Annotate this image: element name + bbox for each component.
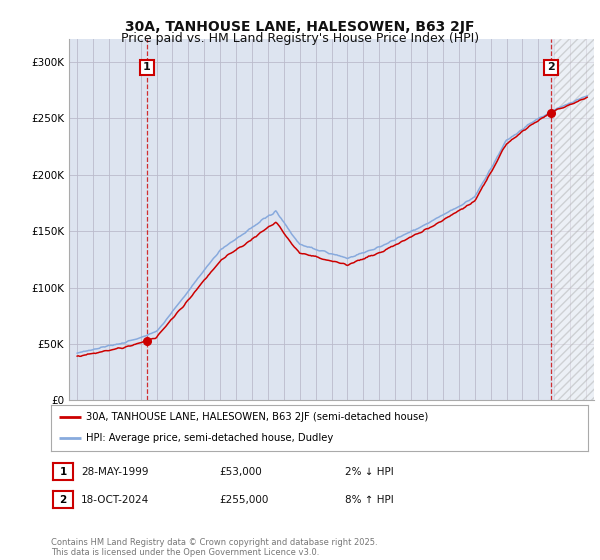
Text: 1: 1 xyxy=(143,62,151,72)
Text: 30A, TANHOUSE LANE, HALESOWEN, B63 2JF: 30A, TANHOUSE LANE, HALESOWEN, B63 2JF xyxy=(125,20,475,34)
Text: 1: 1 xyxy=(59,466,67,477)
Text: 2% ↓ HPI: 2% ↓ HPI xyxy=(345,466,394,477)
Text: 2: 2 xyxy=(59,494,67,505)
Text: 2: 2 xyxy=(547,62,555,72)
Text: £255,000: £255,000 xyxy=(219,494,268,505)
Text: 30A, TANHOUSE LANE, HALESOWEN, B63 2JF (semi-detached house): 30A, TANHOUSE LANE, HALESOWEN, B63 2JF (… xyxy=(86,412,428,422)
Text: Price paid vs. HM Land Registry's House Price Index (HPI): Price paid vs. HM Land Registry's House … xyxy=(121,32,479,45)
Text: Contains HM Land Registry data © Crown copyright and database right 2025.
This d: Contains HM Land Registry data © Crown c… xyxy=(51,538,377,557)
Text: 8% ↑ HPI: 8% ↑ HPI xyxy=(345,494,394,505)
Text: £53,000: £53,000 xyxy=(219,466,262,477)
Text: 28-MAY-1999: 28-MAY-1999 xyxy=(81,466,149,477)
Text: 18-OCT-2024: 18-OCT-2024 xyxy=(81,494,149,505)
Text: HPI: Average price, semi-detached house, Dudley: HPI: Average price, semi-detached house,… xyxy=(86,433,333,444)
